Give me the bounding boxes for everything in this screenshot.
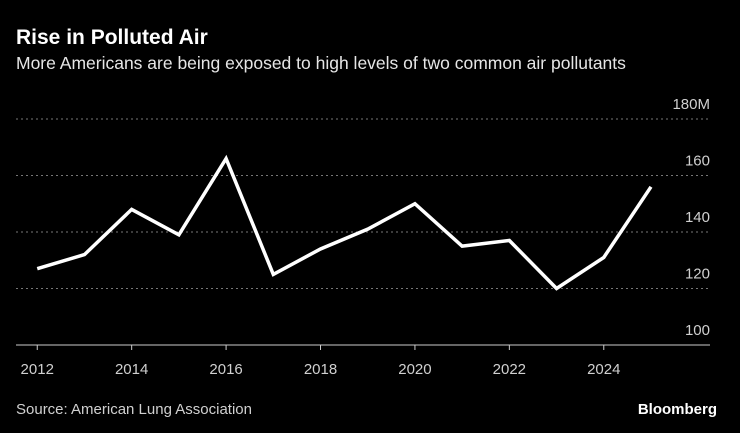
x-tick-label: 2012 xyxy=(21,361,54,378)
chart-title: Rise in Polluted Air xyxy=(16,26,208,49)
x-tick-label: 2018 xyxy=(304,361,337,378)
y-tick-label: 160 xyxy=(685,153,710,170)
x-tick-label: 2014 xyxy=(115,361,148,378)
brand: Bloomberg xyxy=(638,401,717,418)
x-tick-label: 2022 xyxy=(493,361,526,378)
y-tick-label: 140 xyxy=(685,209,710,226)
x-tick-label: 2020 xyxy=(398,361,431,378)
source: Source: American Lung Association xyxy=(16,401,252,418)
chart-subtitle: More Americans are being exposed to high… xyxy=(16,53,626,73)
y-tick-label: 100 xyxy=(685,322,710,339)
y-tick-label: 120 xyxy=(685,266,710,283)
y-tick-label: 180M xyxy=(672,96,710,113)
line-series xyxy=(36,154,653,291)
x-tick-label: 2024 xyxy=(587,361,620,378)
x-tick-label: 2016 xyxy=(209,361,242,378)
